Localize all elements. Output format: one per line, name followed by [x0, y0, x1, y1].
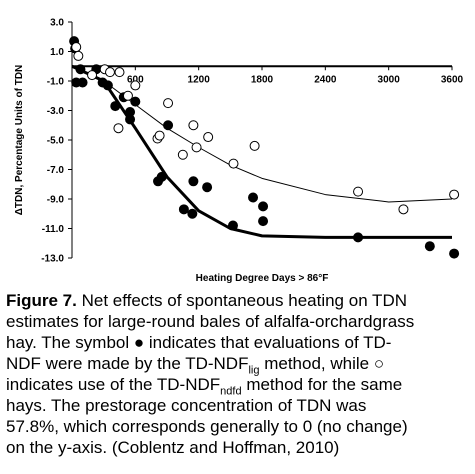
- caption-text: method for the same: [241, 375, 403, 394]
- caption-line: hay. The symbol ● indicates that evaluat…: [6, 332, 472, 353]
- open-point: [203, 132, 214, 143]
- filled-point: [178, 204, 189, 215]
- caption-line: on the y-axis. (Coblentz and Hoffman, 20…: [6, 437, 472, 458]
- caption: Figure 7. Net effects of spontaneous hea…: [6, 290, 472, 458]
- filled-point: [248, 192, 259, 203]
- filled-point: [202, 182, 213, 193]
- open-point: [105, 67, 115, 78]
- open-point: [71, 42, 82, 53]
- y-tick-label: 1.0: [50, 47, 64, 58]
- filled-point: [258, 201, 269, 212]
- open-point: [73, 50, 84, 61]
- filled-point: [110, 101, 121, 112]
- caption-line: hays. The prestorage concentration of TD…: [6, 395, 472, 416]
- figure-label: Figure 7.: [6, 291, 77, 310]
- open-point: [228, 158, 239, 169]
- filled-point: [102, 80, 113, 91]
- y-axis-label: ΔTDN, Percentage Units of TDN: [14, 65, 25, 216]
- open-point: [114, 67, 125, 78]
- filled-point: [77, 77, 88, 88]
- filled-point: [424, 241, 435, 252]
- subscript: lig: [248, 364, 260, 377]
- caption-text: Net effects of spontaneous heating on TD…: [76, 291, 407, 310]
- x-tick-label: 3600: [441, 74, 464, 85]
- filled-point: [125, 114, 136, 125]
- filled-point: [449, 248, 460, 259]
- x-tick-label: 1200: [188, 74, 211, 85]
- open-point: [353, 186, 364, 197]
- filled-point: [188, 176, 199, 187]
- open-point: [177, 149, 188, 160]
- caption-text: on the y-axis. (Coblentz and Hoffman, 20…: [6, 438, 340, 457]
- open-point: [249, 140, 260, 151]
- y-tick-label: -5.0: [47, 136, 65, 147]
- open-point: [130, 80, 141, 91]
- filled-point: [187, 208, 198, 219]
- open-point: [113, 123, 124, 134]
- open-point: [154, 130, 165, 141]
- filled-point: [130, 96, 141, 107]
- subscript: ndfd: [220, 385, 242, 398]
- caption-text: NDF were made by the TD-NDF: [6, 354, 249, 373]
- open-point: [188, 120, 199, 131]
- caption-text: estimates for large-round bales of alfal…: [6, 312, 415, 331]
- fit-curve: [71, 64, 452, 239]
- x-tick-label: 2400: [314, 74, 337, 85]
- open-point: [398, 204, 409, 215]
- open-point: [122, 90, 133, 101]
- caption-line: estimates for large-round bales of alfal…: [6, 311, 472, 332]
- filled-point: [156, 171, 167, 182]
- open-point: [163, 98, 174, 109]
- caption-text: indicates use of the TD-NDF: [6, 375, 221, 394]
- filled-point: [258, 216, 269, 227]
- x-tick-label: 1800: [251, 74, 274, 85]
- open-point: [449, 189, 460, 200]
- x-tick-label: 3000: [378, 74, 401, 85]
- y-tick-label: 3.0: [50, 18, 64, 29]
- caption-line: 57.8%, which corresponds generally to 0 …: [6, 416, 472, 437]
- filled-point: [227, 220, 238, 231]
- open-point: [87, 70, 98, 81]
- filled-point: [163, 120, 174, 131]
- y-tick-label: -7.0: [47, 165, 65, 176]
- y-tick-label: -13.0: [41, 254, 64, 265]
- filled-point: [353, 232, 364, 243]
- caption-text: 57.8%, which corresponds generally to 0 …: [6, 417, 408, 436]
- chart: ΔTDN, Percentage Units of TDN Heating De…: [14, 18, 464, 285]
- filled-point: [75, 64, 86, 75]
- open-point: [191, 142, 202, 153]
- fit-curve: [71, 65, 453, 203]
- y-tick-label: -11.0: [42, 224, 65, 235]
- caption-line: Figure 7. Net effects of spontaneous hea…: [6, 290, 472, 311]
- y-tick-label: -1.0: [47, 77, 65, 88]
- caption-text: hays. The prestorage concentration of TD…: [6, 396, 367, 415]
- caption-text: method, while ○: [259, 354, 385, 373]
- x-tick-label: 600: [127, 74, 144, 85]
- x-axis-label: Heating Degree Days > 86°F: [196, 273, 329, 284]
- y-tick-label: -3.0: [47, 106, 65, 117]
- caption-line: indicates use of the TD-NDFndfd method f…: [6, 374, 472, 398]
- caption-text: hay. The symbol ● indicates that evaluat…: [6, 333, 392, 352]
- y-tick-label: -9.0: [47, 195, 65, 206]
- caption-line: NDF were made by the TD-NDFlig method, w…: [6, 353, 472, 377]
